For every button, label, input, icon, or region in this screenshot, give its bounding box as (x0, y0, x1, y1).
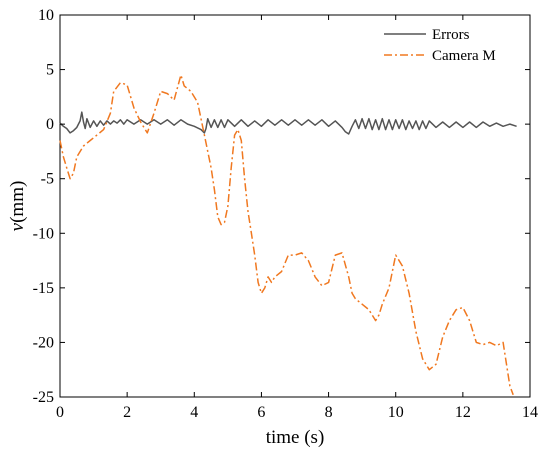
y-tick-label: -20 (33, 334, 54, 351)
x-tick-label: 8 (325, 404, 333, 421)
x-tick-label: 14 (522, 404, 538, 421)
y-axis-unit: (mm) (7, 181, 28, 223)
ticks-layer: 0 2 4 6 8 10 12 14 10 5 0 -5 -10 -15 -20 -25 (33, 7, 538, 421)
y-tick-label: -15 (33, 280, 54, 297)
y-tick-label: 5 (46, 62, 54, 79)
x-tick-label: 2 (123, 404, 131, 421)
series-line-errors (59, 111, 517, 135)
x-axis-title: time (s) (266, 427, 325, 448)
series-layer (59, 74, 517, 396)
y-tick-label: 0 (46, 116, 54, 133)
y-axis-variable: v (7, 222, 28, 231)
legend-label-camera-m: Camera M (432, 48, 496, 64)
x-tick-label: 10 (388, 404, 404, 421)
x-tick-label: 12 (455, 404, 471, 421)
y-tick-label: -5 (41, 171, 54, 188)
series-line-camera-m (59, 74, 514, 396)
y-tick-label: 10 (38, 7, 54, 24)
x-tick-label: 0 (56, 404, 64, 421)
x-tick-label: 4 (190, 404, 198, 421)
legend-label-errors: Errors (432, 27, 470, 43)
plot-frame (59, 14, 531, 398)
y-tick-label: -10 (33, 225, 54, 242)
y-axis-title-group: v(mm) (7, 181, 28, 232)
legend: Errors Camera M (384, 27, 496, 64)
x-tick-label: 6 (257, 404, 265, 421)
y-tick-label: -25 (33, 389, 54, 406)
y-axis-title: v(mm) (7, 181, 28, 232)
